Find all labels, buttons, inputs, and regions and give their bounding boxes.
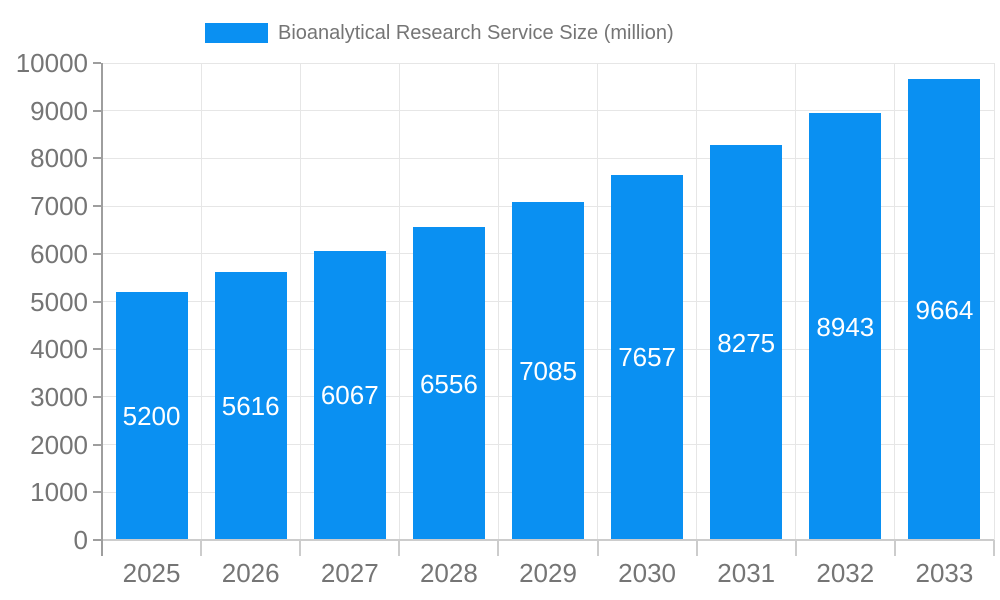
y-axis-tick-label: 2000 [30, 429, 88, 460]
y-axis-tick-mark [93, 443, 101, 446]
x-axis-line [94, 539, 994, 541]
y-axis-tick-label: 10000 [15, 48, 88, 78]
x-axis-tick-label: 2031 [717, 558, 776, 588]
x-axis-tick-mark [596, 540, 599, 556]
bar-value-label: 5200 [122, 400, 181, 431]
x-axis-tick-label: 2030 [618, 558, 677, 588]
gridline-vertical [497, 63, 499, 540]
bar-2025[interactable]: 5200 [115, 291, 188, 540]
bar-value-label: 6556 [419, 368, 478, 399]
y-axis-tick-mark [93, 395, 101, 398]
bar-value-label: 5616 [221, 391, 280, 422]
bar-2033[interactable]: 9664 [908, 79, 981, 540]
legend-label: Bioanalytical Research Service Size (mil… [278, 22, 674, 44]
x-axis-tick-mark [695, 540, 698, 556]
x-axis-tick-mark [497, 540, 500, 556]
bar-value-label: 7085 [519, 356, 577, 386]
bar-2029[interactable]: 7085 [512, 202, 584, 540]
y-axis-tick-label: 6000 [30, 238, 88, 269]
y-axis-tick-mark [93, 205, 101, 208]
bar-2031[interactable]: 8275 [710, 145, 783, 540]
y-axis-tick-label: 0 [73, 525, 88, 555]
y-axis-line [101, 63, 103, 540]
y-axis-tick-mark [93, 348, 101, 351]
y-axis-tick-label: 9000 [30, 95, 88, 126]
bar-value-label: 8275 [717, 327, 776, 358]
bar-2032[interactable]: 8943 [809, 113, 882, 540]
x-axis-tick-mark [200, 540, 203, 556]
bar-value-label: 6067 [320, 380, 379, 411]
x-axis-tick-mark [893, 540, 896, 556]
y-axis-tick-label: 3000 [30, 381, 88, 412]
legend-swatch [205, 23, 268, 43]
gridline-vertical [299, 63, 301, 540]
bar-2030[interactable]: 7657 [611, 174, 684, 540]
x-axis-tick-label: 2028 [419, 558, 478, 588]
x-axis-tick-label: 2027 [320, 558, 379, 588]
bar-value-label: 7657 [618, 342, 677, 373]
gridline-vertical [894, 63, 896, 540]
x-axis-tick-mark [993, 540, 995, 556]
y-axis-tick-mark [93, 252, 101, 255]
x-axis-tick-mark [299, 540, 302, 556]
bar-value-label: 8943 [816, 311, 875, 342]
gridline-vertical [696, 63, 698, 540]
bar-2028[interactable]: 6556 [412, 227, 485, 540]
gridline-horizontal [102, 62, 994, 64]
y-axis-tick-label: 4000 [30, 334, 88, 365]
y-axis-tick-mark [93, 491, 101, 494]
y-axis-tick-mark [93, 157, 101, 160]
gridline-horizontal [102, 110, 994, 112]
bar-value-label: 9664 [915, 294, 974, 325]
x-axis-tick-mark [794, 540, 797, 556]
y-axis-tick-label: 8000 [30, 143, 88, 174]
bar-2027[interactable]: 6067 [313, 250, 386, 540]
x-axis-tick-mark [101, 540, 103, 556]
y-axis-tick-mark [93, 62, 101, 64]
x-axis-tick-label: 2029 [519, 558, 577, 588]
gridline-vertical [795, 63, 797, 540]
gridline-horizontal [102, 157, 994, 159]
y-axis-tick-mark [93, 539, 101, 541]
y-axis-tick-label: 1000 [30, 477, 88, 508]
legend: Bioanalytical Research Service Size (mil… [205, 23, 674, 43]
x-axis-tick-label: 2032 [816, 558, 875, 588]
x-axis-tick-label: 2033 [915, 558, 974, 588]
x-axis-tick-label: 2026 [221, 558, 280, 588]
gridline-vertical [398, 63, 400, 540]
bar-2026[interactable]: 5616 [214, 272, 287, 540]
x-axis-tick-label: 2025 [122, 558, 181, 588]
gridline-vertical [993, 63, 995, 540]
gridline-vertical [597, 63, 599, 540]
y-axis-tick-label: 5000 [30, 286, 88, 317]
x-axis-tick-mark [398, 540, 401, 556]
y-axis-tick-mark [93, 109, 101, 112]
gridline-vertical [200, 63, 202, 540]
y-axis-tick-mark [93, 300, 101, 303]
y-axis-tick-label: 7000 [30, 191, 88, 222]
